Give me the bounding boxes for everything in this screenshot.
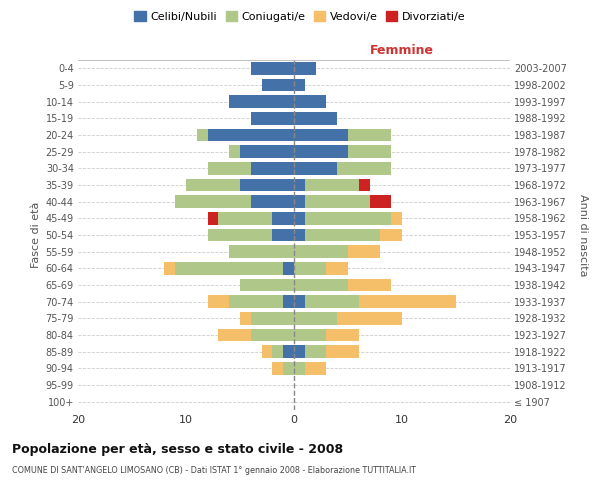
Bar xyxy=(229,246,294,258)
Bar xyxy=(294,96,326,108)
Bar xyxy=(305,346,326,358)
Bar xyxy=(294,129,348,141)
Bar xyxy=(218,212,272,224)
Bar xyxy=(208,129,294,141)
Bar xyxy=(175,196,251,208)
Bar xyxy=(359,296,456,308)
Bar xyxy=(251,329,294,341)
Bar xyxy=(262,79,294,92)
Bar xyxy=(294,246,348,258)
Bar xyxy=(164,262,175,274)
Bar xyxy=(305,212,391,224)
Bar xyxy=(251,62,294,74)
Bar xyxy=(305,296,359,308)
Bar xyxy=(294,112,337,124)
Bar xyxy=(283,362,294,374)
Bar xyxy=(208,296,229,308)
Bar xyxy=(218,329,251,341)
Bar xyxy=(229,146,240,158)
Bar xyxy=(294,146,348,158)
Bar xyxy=(208,162,251,174)
Bar xyxy=(262,346,272,358)
Bar xyxy=(294,329,326,341)
Legend: Celibi/Nubili, Coniugati/e, Vedovi/e, Divorziati/e: Celibi/Nubili, Coniugati/e, Vedovi/e, Di… xyxy=(131,8,469,25)
Bar xyxy=(294,229,305,241)
Bar xyxy=(229,96,294,108)
Bar xyxy=(391,212,402,224)
Bar xyxy=(240,279,294,291)
Bar xyxy=(359,179,370,192)
Bar xyxy=(326,329,359,341)
Bar xyxy=(229,296,283,308)
Text: COMUNE DI SANT'ANGELO LIMOSANO (CB) - Dati ISTAT 1° gennaio 2008 - Elaborazione : COMUNE DI SANT'ANGELO LIMOSANO (CB) - Da… xyxy=(12,466,416,475)
Bar xyxy=(240,146,294,158)
Bar xyxy=(294,296,305,308)
Bar xyxy=(251,112,294,124)
Bar xyxy=(272,362,283,374)
Text: Femmine: Femmine xyxy=(370,44,434,57)
Bar xyxy=(294,79,305,92)
Bar xyxy=(197,129,208,141)
Bar xyxy=(283,262,294,274)
Bar xyxy=(294,162,337,174)
Bar xyxy=(240,312,251,324)
Bar xyxy=(337,312,402,324)
Bar xyxy=(240,179,294,192)
Bar xyxy=(294,279,348,291)
Bar xyxy=(294,362,305,374)
Bar xyxy=(186,179,240,192)
Bar xyxy=(294,312,337,324)
Bar xyxy=(370,196,391,208)
Bar xyxy=(348,279,391,291)
Bar xyxy=(175,262,283,274)
Y-axis label: Anni di nascita: Anni di nascita xyxy=(578,194,588,276)
Bar xyxy=(294,196,305,208)
Bar xyxy=(326,346,359,358)
Bar xyxy=(272,346,283,358)
Bar xyxy=(208,212,218,224)
Bar xyxy=(348,246,380,258)
Bar xyxy=(305,179,359,192)
Bar xyxy=(294,346,305,358)
Bar xyxy=(251,196,294,208)
Bar xyxy=(337,162,391,174)
Bar xyxy=(272,229,294,241)
Bar xyxy=(272,212,294,224)
Bar xyxy=(305,229,380,241)
Bar xyxy=(251,312,294,324)
Bar xyxy=(294,212,305,224)
Bar xyxy=(326,262,348,274)
Text: Popolazione per età, sesso e stato civile - 2008: Popolazione per età, sesso e stato civil… xyxy=(12,442,343,456)
Y-axis label: Fasce di età: Fasce di età xyxy=(31,202,41,268)
Bar xyxy=(208,229,272,241)
Bar xyxy=(348,129,391,141)
Bar xyxy=(294,262,326,274)
Bar xyxy=(380,229,402,241)
Bar xyxy=(294,179,305,192)
Bar xyxy=(348,146,391,158)
Bar xyxy=(305,362,326,374)
Bar xyxy=(305,196,370,208)
Bar xyxy=(283,346,294,358)
Bar xyxy=(251,162,294,174)
Bar xyxy=(283,296,294,308)
Bar xyxy=(294,62,316,74)
